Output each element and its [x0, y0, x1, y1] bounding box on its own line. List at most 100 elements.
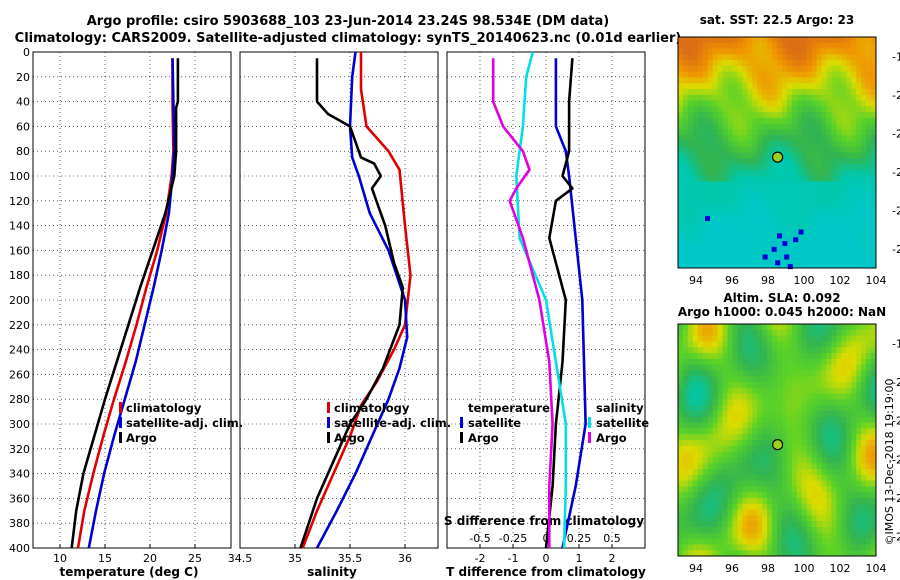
map-cell — [732, 416, 738, 423]
lon-tick-label: 104 — [866, 562, 887, 575]
map-cell — [727, 192, 733, 200]
map-cell — [757, 164, 763, 171]
map-cell — [692, 112, 699, 119]
map-cell — [717, 198, 723, 205]
map-cell — [831, 532, 837, 539]
top-x-tick-label: -0.25 — [499, 532, 527, 545]
map-cell — [806, 538, 813, 545]
map-cell — [821, 135, 827, 142]
map-cell — [806, 60, 813, 67]
map-cell — [801, 54, 808, 61]
map-cell — [757, 486, 763, 493]
map-cell — [816, 42, 822, 49]
map-cell — [831, 100, 837, 107]
map-cell — [702, 250, 709, 257]
map-cell — [707, 382, 714, 389]
map-cell — [678, 451, 684, 458]
map-cell — [747, 474, 753, 481]
map-cell — [866, 250, 872, 257]
map-cell — [806, 210, 813, 217]
map-cell — [777, 65, 783, 73]
map-cell — [816, 244, 822, 252]
map-cell — [821, 164, 827, 171]
map-cell — [871, 353, 877, 360]
map-cell — [717, 204, 723, 211]
map-cell — [796, 550, 803, 557]
map-cell — [831, 152, 837, 159]
map-cell — [801, 503, 808, 510]
map-cell — [856, 158, 862, 165]
map-cell — [722, 60, 728, 67]
map-cell — [836, 463, 842, 470]
map-cell — [767, 181, 773, 188]
map-cell — [841, 123, 847, 130]
map-cell — [816, 416, 822, 423]
map-cell — [772, 405, 778, 412]
map-cell — [712, 399, 718, 406]
lat-tick-label: -20 — [892, 376, 900, 389]
map-cell — [722, 376, 728, 383]
map-cell — [687, 486, 694, 493]
map-cell — [846, 227, 852, 234]
map-cell — [772, 324, 778, 331]
map-cell — [678, 428, 684, 435]
map-cell — [727, 370, 733, 377]
map-cell — [747, 509, 753, 516]
map-cell — [856, 527, 862, 534]
map-cell — [806, 216, 813, 223]
map-cell — [781, 422, 788, 429]
map-cell — [727, 411, 733, 418]
map-cell — [697, 71, 704, 78]
map-cell — [796, 498, 803, 505]
map-cell — [762, 244, 768, 252]
map-cell — [682, 347, 689, 354]
map-cell — [851, 140, 857, 148]
map-cell — [831, 216, 837, 223]
map-cell — [742, 445, 748, 452]
map-cell — [846, 445, 852, 452]
map-cell — [811, 382, 817, 389]
map-cell — [836, 112, 842, 119]
map-cell — [846, 106, 852, 113]
map-cell — [856, 233, 862, 240]
map-cell — [682, 492, 689, 499]
map-cell — [727, 65, 733, 73]
map-cell — [861, 83, 867, 90]
map-cell — [796, 474, 803, 481]
map-cell — [722, 538, 728, 545]
map-cell — [826, 538, 832, 545]
map-cell — [836, 71, 842, 78]
map-cell — [821, 181, 827, 188]
map-cell — [767, 48, 773, 55]
map-cell — [707, 164, 714, 171]
map-cell — [806, 106, 813, 113]
map-cell — [806, 94, 813, 101]
map-cell — [747, 210, 753, 217]
map-cell — [826, 88, 832, 96]
map-cell — [712, 123, 718, 130]
map-cell — [757, 37, 763, 44]
map-cell — [861, 77, 867, 84]
map-cell — [861, 335, 867, 342]
map-cell — [692, 550, 699, 557]
map-cell — [697, 256, 704, 263]
map-cell — [831, 358, 837, 365]
map-cell — [727, 451, 733, 458]
map-cell — [772, 100, 778, 107]
map-cell — [722, 521, 728, 528]
map-cell — [752, 353, 758, 360]
map-cell — [692, 370, 699, 377]
map-cell — [702, 335, 709, 342]
map-cell — [851, 335, 857, 342]
map-cell — [727, 492, 733, 499]
map-cell — [732, 100, 738, 107]
map-cell — [712, 538, 718, 545]
map-cell — [702, 123, 709, 130]
map-cell — [727, 498, 733, 505]
map-cell — [732, 60, 738, 67]
map-cell — [687, 123, 694, 130]
map-cell — [816, 210, 822, 217]
map-cell — [866, 227, 872, 234]
map-cell — [831, 256, 837, 263]
map-cell — [737, 382, 743, 389]
